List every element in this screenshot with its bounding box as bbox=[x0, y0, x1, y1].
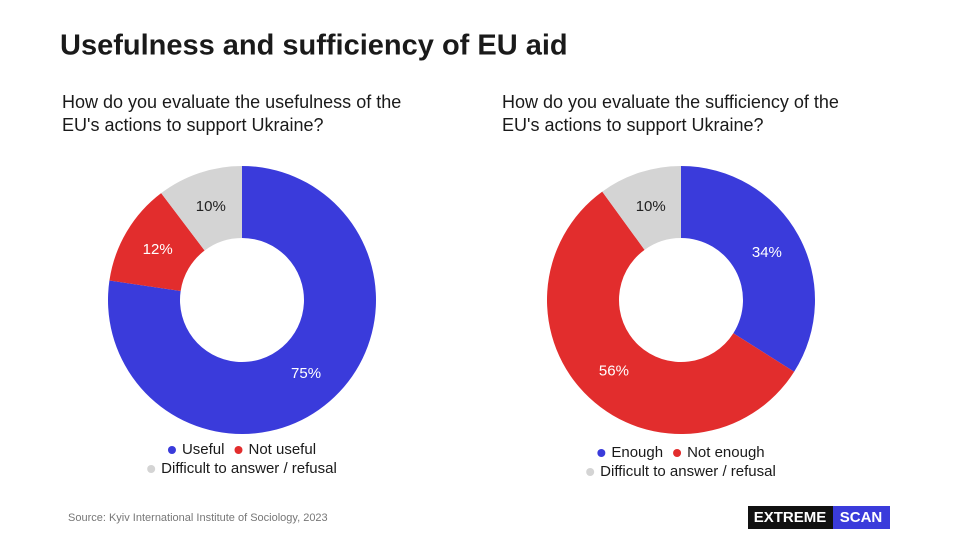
logo-box bbox=[748, 506, 833, 529]
logo-box bbox=[833, 506, 890, 529]
legend-marker bbox=[586, 468, 595, 476]
donut-slice bbox=[161, 166, 242, 251]
page-title: Usefulness and sufficiency of EU aid bbox=[60, 30, 568, 62]
legend-label: Not enough bbox=[687, 444, 765, 461]
legend-marker bbox=[167, 446, 176, 454]
legend-marker bbox=[597, 449, 606, 457]
data-label: 10% bbox=[636, 198, 666, 215]
data-label: 56% bbox=[599, 362, 629, 379]
data-label: 34% bbox=[752, 244, 782, 261]
chart-title: How do you evaluate the sufficiency of t… bbox=[502, 92, 839, 135]
chart-title-line: How do you evaluate the usefulness of th… bbox=[62, 92, 401, 112]
donut-slice bbox=[109, 193, 205, 291]
legend-marker bbox=[147, 465, 156, 473]
chart-title-line: How do you evaluate the sufficiency of t… bbox=[502, 92, 839, 112]
legend-label: Difficult to answer / refusal bbox=[600, 463, 776, 480]
source: Source: Kyiv International Institute of … bbox=[68, 512, 328, 524]
chart-title-line: EU's actions to support Ukraine? bbox=[62, 115, 324, 135]
legend-marker bbox=[673, 449, 682, 457]
logo-text: EXTREME bbox=[754, 509, 827, 526]
donut-slice bbox=[602, 166, 681, 250]
donut-slice bbox=[681, 166, 815, 372]
legend-label: Difficult to answer / refusal bbox=[161, 460, 337, 477]
chart-title-line: EU's actions to support Ukraine? bbox=[502, 115, 764, 135]
chart-title: How do you evaluate the usefulness of th… bbox=[62, 92, 401, 135]
logo-text: SCAN bbox=[840, 509, 883, 526]
legend-marker bbox=[234, 446, 243, 454]
legend-label: Enough bbox=[611, 444, 663, 461]
data-label: 12% bbox=[143, 241, 173, 258]
legend-label: Not useful bbox=[248, 441, 316, 458]
legend-label: Useful bbox=[182, 441, 225, 458]
data-label: 10% bbox=[196, 198, 226, 215]
data-label: 75% bbox=[291, 365, 321, 382]
donut-slice bbox=[546, 191, 795, 434]
donut-slice bbox=[108, 166, 376, 434]
